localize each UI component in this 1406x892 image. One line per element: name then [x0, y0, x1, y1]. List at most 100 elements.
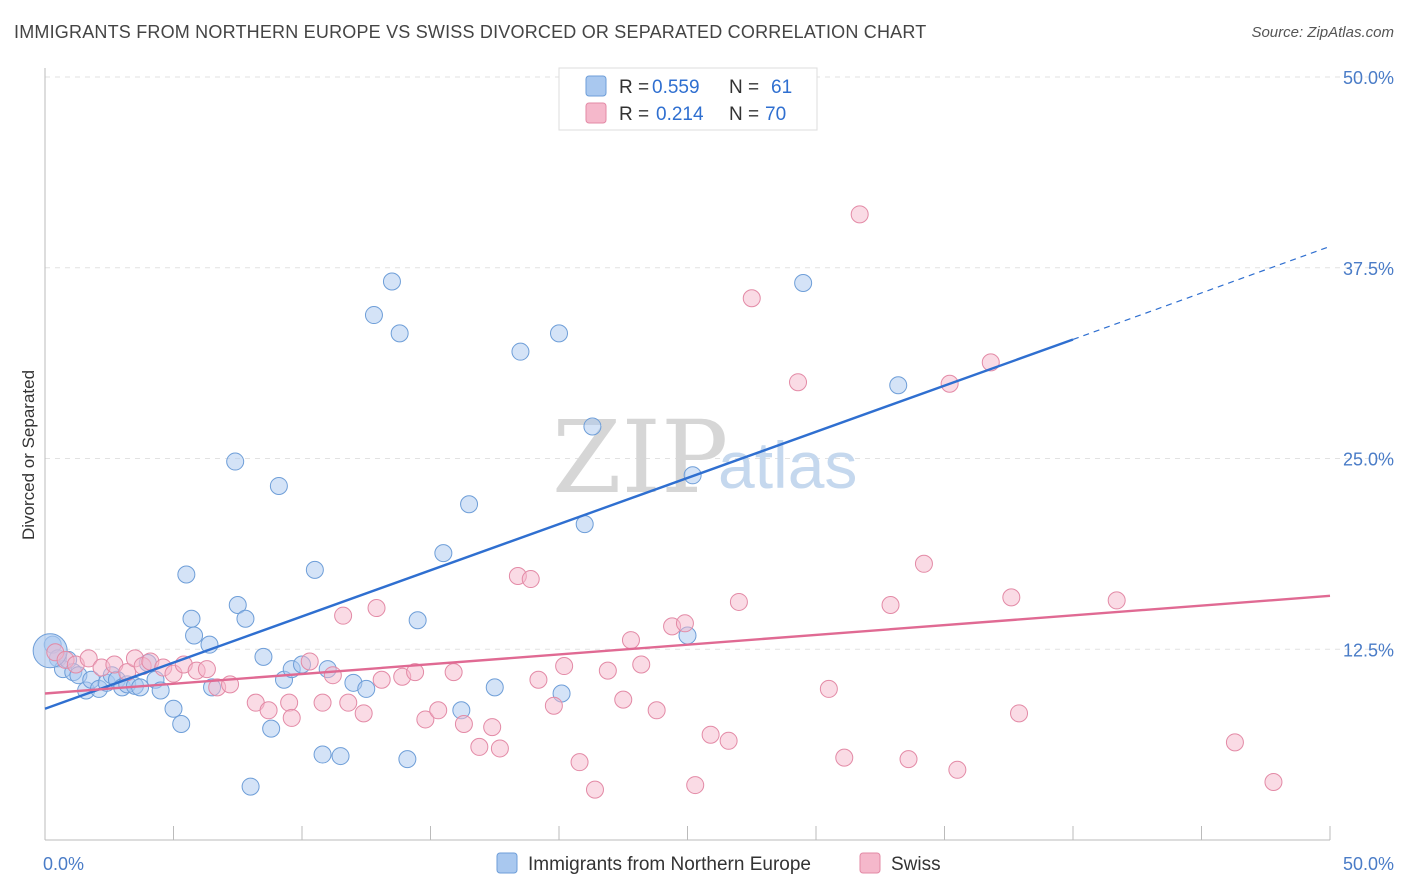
- point-northern-europe-46[interactable]: [408, 611, 427, 630]
- y-tick-label-2: 37.5%: [1343, 259, 1394, 279]
- point-northern-europe-42[interactable]: [364, 306, 383, 325]
- point-northern-europe-31[interactable]: [262, 719, 281, 738]
- point-swiss-54[interactable]: [719, 731, 738, 750]
- point-northern-europe-59[interactable]: [889, 376, 908, 395]
- source-label: Source: ZipAtlas.com: [1251, 24, 1394, 41]
- legend-n-label-2: N =: [729, 104, 759, 125]
- point-swiss-25[interactable]: [334, 606, 353, 625]
- point-swiss-21[interactable]: [300, 652, 319, 671]
- point-swiss-60[interactable]: [850, 205, 869, 224]
- point-swiss-22[interactable]: [313, 693, 332, 712]
- point-swiss-46[interactable]: [614, 690, 633, 709]
- point-northern-europe-35[interactable]: [305, 560, 324, 579]
- point-swiss-27[interactable]: [367, 599, 386, 618]
- point-swiss-26[interactable]: [354, 704, 373, 723]
- point-swiss-71[interactable]: [1264, 773, 1283, 792]
- trend-lines: [44, 245, 1331, 710]
- point-swiss-32[interactable]: [429, 701, 448, 720]
- trend-line-0: [44, 338, 1074, 710]
- point-swiss-18[interactable]: [259, 701, 278, 720]
- point-swiss-45[interactable]: [598, 661, 617, 680]
- point-swiss-68[interactable]: [1010, 704, 1029, 723]
- point-swiss-55[interactable]: [729, 592, 748, 611]
- y-axis-label: Divorced or Separated: [19, 370, 38, 540]
- point-northern-europe-19[interactable]: [177, 565, 196, 584]
- point-swiss-52[interactable]: [686, 776, 705, 795]
- point-swiss-30[interactable]: [406, 663, 425, 682]
- point-northern-europe-26[interactable]: [228, 595, 247, 614]
- point-swiss-3[interactable]: [79, 649, 98, 668]
- point-swiss-14[interactable]: [197, 660, 216, 679]
- watermark-zip: ZIP: [552, 399, 728, 516]
- point-northern-europe-20[interactable]: [182, 609, 201, 628]
- point-swiss-59[interactable]: [835, 748, 854, 767]
- point-swiss-67[interactable]: [1002, 588, 1021, 607]
- point-swiss-34[interactable]: [454, 715, 473, 734]
- point-swiss-64[interactable]: [948, 760, 967, 779]
- point-swiss-40[interactable]: [529, 670, 548, 689]
- legend-n-label-1: N =: [729, 77, 759, 98]
- point-swiss-58[interactable]: [819, 679, 838, 698]
- legend-n-value-1: 61: [771, 77, 792, 98]
- point-northern-europe-50[interactable]: [485, 678, 504, 697]
- point-swiss-69[interactable]: [1107, 591, 1126, 610]
- point-swiss-61[interactable]: [881, 595, 900, 614]
- bottom-legend-label-northern-europe[interactable]: Immigrants from Northern Europe: [528, 854, 811, 875]
- point-northern-europe-36[interactable]: [269, 476, 288, 495]
- point-swiss-57[interactable]: [789, 373, 808, 392]
- point-swiss-62[interactable]: [899, 750, 918, 769]
- point-swiss-43[interactable]: [570, 753, 589, 772]
- point-swiss-6[interactable]: [118, 663, 137, 682]
- y-tick-label-1: 25.0%: [1343, 450, 1394, 470]
- point-northern-europe-21[interactable]: [185, 626, 204, 645]
- point-northern-europe-44[interactable]: [390, 324, 409, 343]
- point-swiss-39[interactable]: [521, 570, 540, 589]
- point-swiss-31[interactable]: [416, 710, 435, 729]
- point-swiss-70[interactable]: [1225, 733, 1244, 752]
- point-swiss-48[interactable]: [632, 655, 651, 674]
- point-northern-europe-49[interactable]: [460, 495, 479, 514]
- point-swiss-36[interactable]: [483, 718, 502, 737]
- point-swiss-51[interactable]: [675, 614, 694, 633]
- point-northern-europe-51[interactable]: [511, 342, 530, 361]
- point-swiss-56[interactable]: [742, 289, 761, 308]
- point-swiss-35[interactable]: [470, 737, 489, 756]
- point-swiss-33[interactable]: [444, 663, 463, 682]
- point-northern-europe-47[interactable]: [434, 544, 453, 563]
- point-northern-europe-29[interactable]: [241, 777, 260, 796]
- point-northern-europe-27[interactable]: [236, 609, 255, 628]
- chart-title: IMMIGRANTS FROM NORTHERN EUROPE VS SWISS…: [14, 22, 927, 42]
- point-swiss-47[interactable]: [621, 631, 640, 650]
- point-northern-europe-39[interactable]: [331, 747, 350, 766]
- point-northern-europe-45[interactable]: [398, 750, 417, 769]
- point-swiss-37[interactable]: [490, 739, 509, 758]
- point-northern-europe-30[interactable]: [254, 647, 273, 666]
- point-northern-europe-55[interactable]: [583, 417, 602, 436]
- point-northern-europe-24[interactable]: [172, 715, 191, 734]
- legend-r-label-2: R =: [619, 104, 649, 125]
- point-swiss-19[interactable]: [280, 693, 299, 712]
- point-swiss-24[interactable]: [339, 693, 358, 712]
- point-swiss-49[interactable]: [647, 701, 666, 720]
- point-northern-europe-43[interactable]: [382, 272, 401, 291]
- point-swiss-63[interactable]: [914, 554, 933, 573]
- legend-r-value-2: 0.214: [656, 104, 704, 125]
- point-swiss-28[interactable]: [372, 670, 391, 689]
- point-swiss-41[interactable]: [544, 696, 563, 715]
- point-northern-europe-53[interactable]: [550, 324, 568, 343]
- bottom-legend-swatch-northern-europe[interactable]: [496, 852, 518, 874]
- point-northern-europe-41[interactable]: [357, 679, 376, 698]
- point-swiss-23[interactable]: [323, 666, 342, 685]
- point-swiss-42[interactable]: [555, 657, 574, 676]
- point-swiss-20[interactable]: [282, 708, 301, 727]
- bottom-legend-label-swiss[interactable]: Swiss: [891, 854, 941, 875]
- point-northern-europe-25[interactable]: [164, 699, 183, 718]
- series-1: [46, 205, 1283, 799]
- bottom-legend-swatch-swiss[interactable]: [859, 852, 881, 874]
- point-northern-europe-28[interactable]: [226, 452, 245, 471]
- point-swiss-53[interactable]: [701, 725, 720, 744]
- point-northern-europe-58[interactable]: [794, 274, 813, 293]
- point-northern-europe-38[interactable]: [313, 745, 332, 764]
- point-swiss-44[interactable]: [585, 780, 604, 799]
